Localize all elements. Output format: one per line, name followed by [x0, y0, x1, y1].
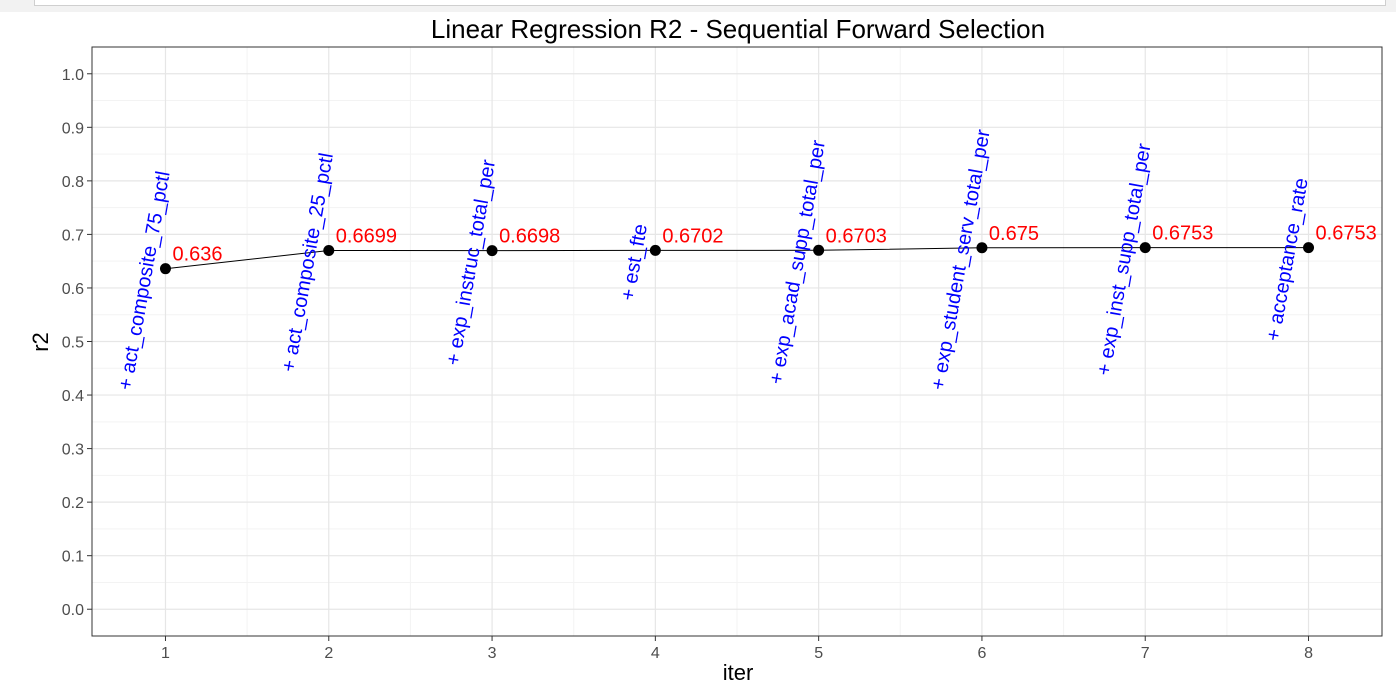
- y-tick-label: 0.6: [62, 281, 84, 298]
- data-point: [486, 245, 498, 257]
- y-tick-label: 0.8: [62, 174, 84, 191]
- x-tick-label: 8: [1304, 645, 1313, 662]
- y-tick-label: 1.0: [62, 67, 84, 84]
- x-tick-label: 5: [814, 645, 823, 662]
- data-point: [649, 244, 661, 256]
- y-tick-label: 0.0: [62, 602, 84, 619]
- y-tick-label: 0.2: [62, 495, 84, 512]
- x-tick-label: 7: [1141, 645, 1150, 662]
- y-tick-label: 0.3: [62, 442, 84, 459]
- x-tick-label: 4: [651, 645, 660, 662]
- value-label: 0.6753: [1152, 223, 1213, 245]
- top-strip: [0, 0, 1396, 12]
- data-point: [1303, 242, 1315, 254]
- chart-title: Linear Regression R2 - Sequential Forwar…: [431, 14, 1045, 44]
- top-strip-frame: [34, 0, 1386, 6]
- value-label: 0.6699: [336, 226, 397, 248]
- x-tick-label: 6: [977, 645, 986, 662]
- value-label: 0.675: [989, 223, 1039, 245]
- data-point: [813, 244, 825, 256]
- y-tick-label: 0.5: [62, 335, 84, 352]
- series-line: [165, 247, 1309, 270]
- x-tick-label: 2: [324, 645, 333, 662]
- x-tick-label: 3: [488, 645, 497, 662]
- y-tick-label: 0.1: [62, 549, 84, 566]
- data-point: [1139, 242, 1151, 254]
- y-tick-label: 0.4: [62, 388, 84, 405]
- y-tick-label: 0.9: [62, 120, 84, 137]
- value-label: 0.6703: [826, 225, 887, 247]
- data-point: [976, 242, 988, 254]
- data-point: [159, 263, 171, 275]
- plot-layer: 0.0 0.1 0.2 0.3 0.4 0.5 0.6 0.7 0.8 0.9 1.0 1 2 3 4 5 6 7…: [62, 46, 1383, 662]
- data-point: [323, 245, 335, 257]
- y-tick-label: 0.7: [62, 227, 84, 244]
- y-axis-label: r2: [28, 332, 53, 352]
- value-label: 0.6702: [662, 225, 723, 247]
- value-label: 0.6698: [499, 226, 560, 248]
- x-axis-label: iter: [723, 660, 754, 685]
- value-label: 0.636: [172, 244, 222, 266]
- x-tick-label: 1: [161, 645, 170, 662]
- value-label: 0.6753: [1316, 223, 1377, 245]
